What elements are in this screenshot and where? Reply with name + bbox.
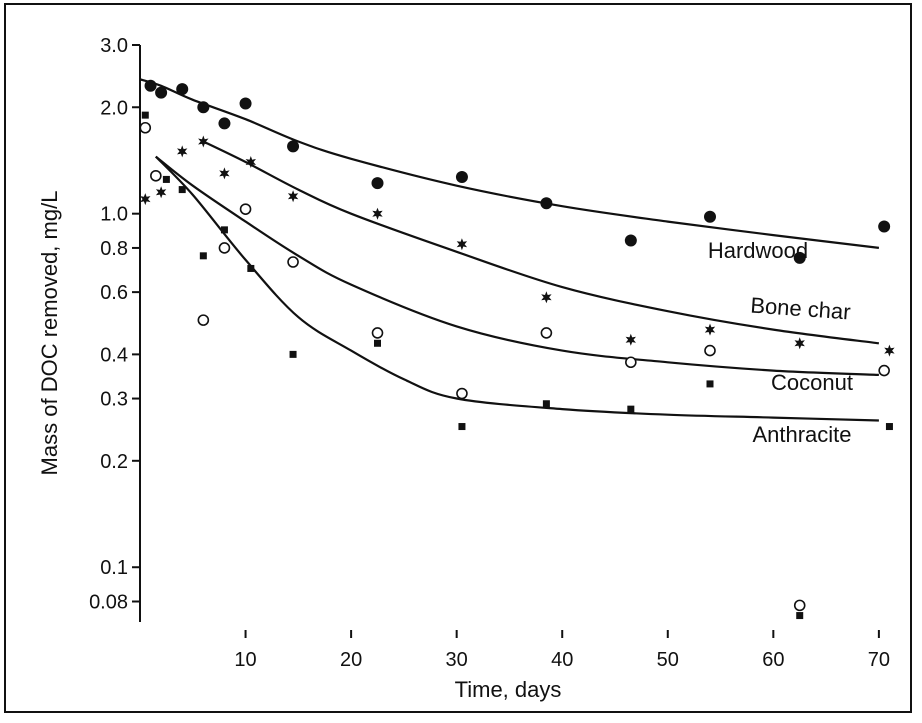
point-anthracite: [796, 612, 804, 620]
point-coconut: [218, 242, 231, 254]
point-hardwood: [540, 197, 553, 210]
point-coconut: [371, 327, 384, 339]
chart-frame: [4, 3, 912, 713]
y-tick-label: 0.1: [100, 557, 128, 579]
point-bone-char: [198, 135, 209, 148]
point-hardwood: [878, 220, 891, 233]
point-anthracite: [178, 186, 186, 194]
x-tick-label: 70: [868, 649, 890, 671]
y-tick-label: 0.6: [100, 282, 128, 304]
x-tick-label: 10: [234, 649, 256, 671]
point-hardwood: [287, 140, 300, 153]
point-coconut: [150, 169, 162, 182]
series-labels: Hardwood Bone char Coconut Anthracite: [708, 238, 853, 447]
point-anthracite: [374, 339, 381, 347]
series-label-anthracite: Anthracite: [752, 422, 851, 447]
point-bone-char: [794, 337, 805, 350]
point-anthracite: [885, 423, 893, 431]
x-axis-label: Time, days: [455, 677, 562, 702]
point-bone-char: [372, 207, 383, 220]
point-coconut: [704, 344, 716, 357]
point-hardwood: [176, 83, 189, 96]
point-bone-char: [541, 291, 552, 304]
y-tick-label: 0.3: [100, 389, 128, 411]
point-coconut: [540, 327, 553, 339]
y-tick-label: 3.0: [100, 35, 128, 57]
point-hardwood: [239, 97, 252, 110]
point-hardwood: [144, 79, 157, 92]
point-coconut: [287, 256, 299, 268]
x-tick-label: 20: [340, 649, 362, 671]
x-tick-label: 30: [446, 649, 468, 671]
point-anthracite: [220, 226, 228, 234]
curve-anthracite: [155, 155, 879, 422]
axes: 0.08 0.1 0.2 0.3 0.4 0.6 0.8 1.0 2.0 3.0 10 20 30 40 5…: [89, 35, 890, 671]
point-coconut: [625, 356, 637, 369]
point-hardwood: [624, 234, 637, 247]
point-bone-char: [155, 186, 167, 199]
point-coconut: [793, 599, 806, 612]
y-tick-label: 0.4: [100, 344, 128, 366]
curve-coconut: [155, 155, 879, 376]
point-hardwood: [371, 177, 384, 190]
point-anthracite: [627, 405, 635, 413]
point-anthracite: [199, 252, 207, 260]
point-hardwood: [793, 251, 806, 264]
point-bone-char: [177, 145, 188, 158]
point-bone-char: [884, 344, 895, 357]
point-bone-char: [245, 156, 256, 168]
point-hardwood: [155, 86, 168, 99]
point-anthracite: [542, 400, 550, 408]
x-tick-label: 60: [762, 649, 784, 671]
point-bone-char: [456, 238, 468, 251]
y-tick-label: 1.0: [100, 204, 128, 226]
y-tick-label: 2.0: [100, 97, 128, 119]
point-coconut: [139, 121, 152, 134]
point-bone-char: [219, 167, 230, 180]
y-tick-label: 0.08: [89, 591, 128, 613]
curve-hardwood: [139, 78, 880, 249]
series-label-hardwood: Hardwood: [708, 238, 808, 263]
point-anthracite: [141, 111, 149, 119]
point-anthracite: [706, 380, 714, 388]
curve-bone-char: [202, 140, 880, 345]
fitted-curves: [139, 78, 880, 422]
point-bone-char: [287, 190, 299, 203]
point-anthracite: [162, 175, 170, 183]
point-anthracite: [458, 423, 466, 431]
point-hardwood: [455, 170, 468, 183]
x-tick-label: 40: [551, 649, 573, 671]
point-anthracite: [247, 264, 255, 272]
point-bone-char: [704, 323, 716, 336]
y-tick-label: 0.8: [100, 238, 128, 260]
series-label-coconut: Coconut: [771, 370, 853, 395]
data-points: [139, 79, 895, 620]
point-bone-char: [625, 333, 636, 346]
point-coconut: [878, 364, 890, 377]
point-coconut: [456, 387, 468, 400]
point-hardwood: [197, 101, 210, 114]
point-coconut: [239, 203, 252, 215]
point-hardwood: [704, 210, 716, 223]
point-hardwood: [218, 117, 231, 130]
series-label-bone-char: Bone char: [750, 293, 852, 325]
point-bone-char: [140, 193, 151, 206]
x-tick-label: 50: [657, 649, 679, 671]
y-axis-label: Mass of DOC removed, mg/L: [37, 191, 62, 476]
point-coconut: [197, 314, 210, 326]
point-anthracite: [289, 350, 297, 358]
y-tick-label: 0.2: [100, 451, 128, 473]
